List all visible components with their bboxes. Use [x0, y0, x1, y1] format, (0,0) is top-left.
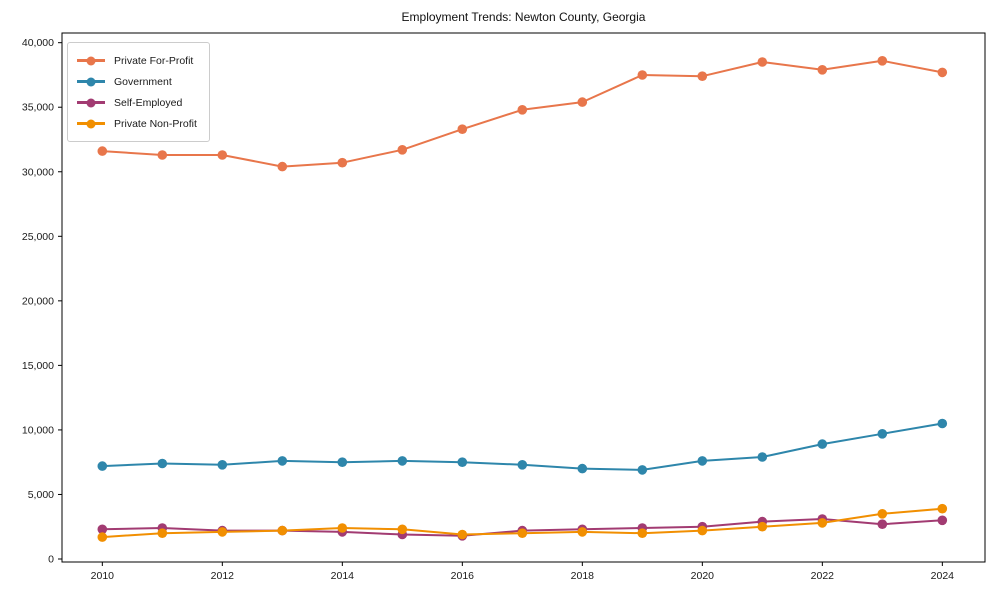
x-tick-label: 2018: [571, 570, 595, 582]
data-point-government: [877, 429, 888, 439]
data-point-private-non-profit: [277, 525, 288, 536]
data-point-private-for-profit: [877, 56, 888, 66]
data-point-private-for-profit: [637, 70, 648, 80]
legend-label: Self-Employed: [114, 96, 183, 109]
data-point-government: [277, 456, 288, 466]
data-point-government: [757, 452, 768, 462]
y-tick-label: 5,000: [28, 489, 54, 501]
line-marker-icon: [77, 101, 105, 104]
data-point-private-for-profit: [457, 124, 468, 134]
data-point-government: [577, 463, 588, 474]
data-point-government: [217, 460, 228, 470]
data-point-government: [457, 457, 468, 468]
y-tick-label: 20,000: [22, 295, 54, 307]
y-tick-label: 35,000: [22, 102, 54, 114]
data-point-private-for-profit: [577, 97, 588, 107]
x-tick-label: 2022: [811, 570, 835, 582]
data-point-private-non-profit: [757, 521, 768, 532]
data-point-private-for-profit: [697, 71, 708, 81]
data-point-private-for-profit: [337, 157, 348, 168]
data-point-government: [517, 460, 528, 470]
data-point-self-employed: [937, 515, 948, 526]
data-point-government: [697, 456, 708, 466]
y-tick-label: 25,000: [22, 231, 54, 243]
data-point-private-non-profit: [577, 527, 588, 537]
data-point-private-for-profit: [157, 150, 168, 160]
data-point-private-for-profit: [517, 105, 528, 115]
data-point-government: [97, 461, 108, 471]
y-tick-label: 10,000: [22, 424, 54, 436]
plot-border: [61, 32, 986, 563]
legend-label: Government: [114, 75, 172, 88]
x-tick-label: 2010: [91, 570, 115, 582]
data-point-self-employed: [97, 524, 108, 535]
data-point-private-non-profit: [697, 525, 708, 536]
line-marker-icon: [77, 80, 105, 83]
y-tick-label: 15,000: [22, 360, 54, 372]
data-point-private-for-profit: [757, 57, 768, 67]
line-marker-icon: [77, 122, 105, 125]
data-point-government: [337, 457, 348, 468]
legend: Private For-Profit Government Self-Emplo…: [67, 42, 210, 142]
legend-label: Private For-Profit: [114, 54, 194, 67]
data-point-private-for-profit: [217, 150, 228, 160]
data-point-private-non-profit: [937, 503, 948, 514]
line-marker-icon: [77, 59, 105, 62]
data-point-private-non-profit: [637, 528, 648, 538]
data-point-government: [637, 465, 648, 475]
data-point-private-non-profit: [397, 524, 408, 535]
legend-item-private-for-profit: Private For-Profit: [77, 50, 197, 71]
legend-label: Private Non-Profit: [114, 117, 197, 130]
legend-item-self-employed: Self-Employed: [77, 92, 197, 113]
data-point-private-non-profit: [157, 528, 168, 538]
x-tick-label: 2012: [211, 570, 235, 582]
data-point-private-non-profit: [337, 523, 348, 533]
data-point-private-non-profit: [97, 532, 108, 542]
data-point-self-employed: [877, 519, 888, 529]
x-tick-label: 2020: [691, 570, 715, 582]
y-tick-label: 0: [48, 554, 54, 566]
x-tick-label: 2024: [931, 570, 955, 582]
data-point-private-for-profit: [817, 65, 828, 75]
legend-item-private-non-profit: Private Non-Profit: [77, 113, 197, 134]
data-point-private-for-profit: [397, 145, 408, 155]
data-point-government: [397, 456, 408, 466]
data-point-government: [157, 458, 168, 469]
data-point-private-non-profit: [457, 529, 468, 540]
data-point-government: [817, 439, 828, 449]
data-point-private-for-profit: [97, 146, 108, 156]
data-point-government: [937, 418, 948, 429]
data-point-private-non-profit: [517, 528, 528, 538]
x-tick-label: 2016: [451, 570, 475, 582]
data-point-private-non-profit: [877, 509, 888, 519]
y-tick-label: 40,000: [22, 37, 54, 49]
data-point-private-non-profit: [817, 518, 828, 528]
legend-item-government: Government: [77, 71, 197, 92]
data-point-private-for-profit: [937, 67, 948, 78]
data-point-private-for-profit: [277, 161, 288, 172]
chart-title: Employment Trends: Newton County, Georgi…: [401, 10, 646, 24]
x-tick-label: 2014: [331, 570, 355, 582]
data-point-private-non-profit: [217, 527, 228, 537]
y-tick-label: 30,000: [22, 166, 54, 178]
